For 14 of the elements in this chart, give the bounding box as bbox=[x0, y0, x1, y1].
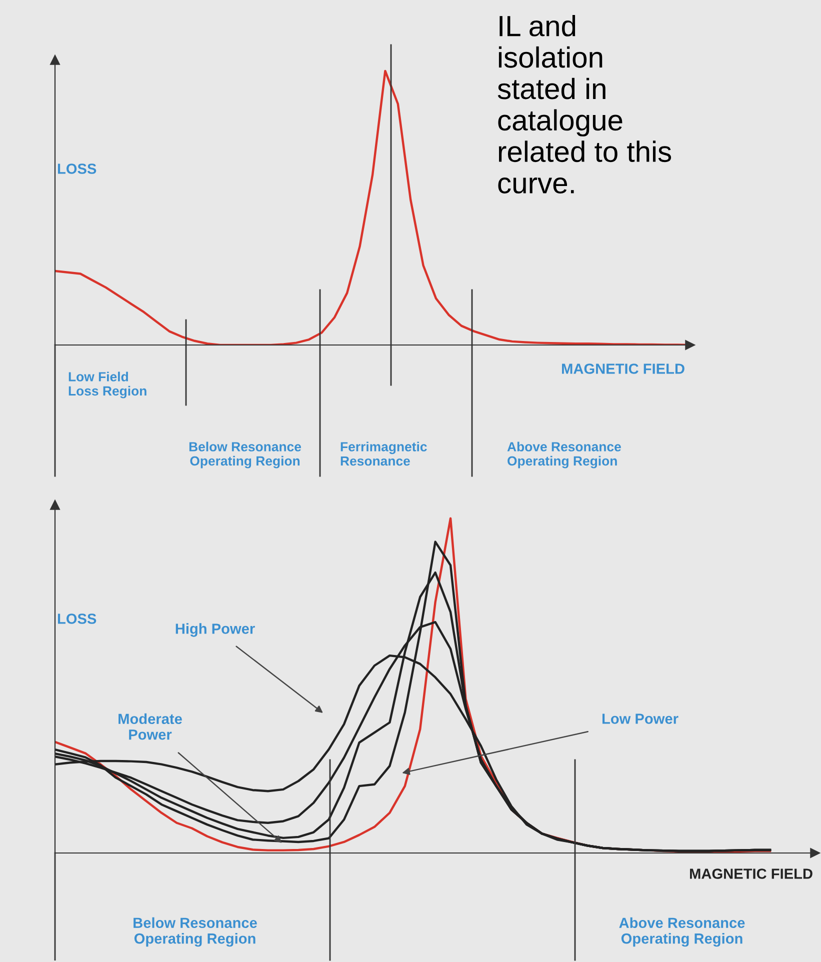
x-axis-title: MAGNETIC FIELD bbox=[562, 364, 684, 374]
y-axis-title: LOSS bbox=[58, 164, 96, 174]
annotation: High Power bbox=[176, 623, 255, 637]
x-axis-title: MAGNETIC FIELD bbox=[690, 868, 812, 879]
annotation: Moderate Power bbox=[118, 713, 182, 740]
text: Ferrimagnetic Resonance bbox=[340, 442, 427, 466]
text: Above Resonance Operating Region bbox=[507, 442, 621, 468]
y-axis-title: LOSS bbox=[58, 614, 96, 624]
text: Below Resonance Operating Region bbox=[189, 442, 302, 468]
annotation: IL and isolation stated in catalogue related to this curve. bbox=[498, 15, 672, 194]
text: Low Field Loss Region bbox=[68, 372, 146, 398]
annotation: Low Power bbox=[602, 714, 678, 724]
text: Above Resonance Operating Region bbox=[619, 917, 745, 947]
text: Below Resonance Operating Region bbox=[134, 917, 257, 947]
